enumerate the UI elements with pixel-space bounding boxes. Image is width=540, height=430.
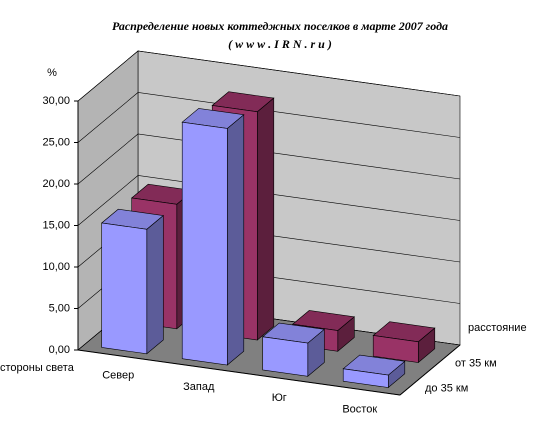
- x-axis-title: стороны света: [0, 362, 75, 374]
- bar: [342, 368, 389, 388]
- x-tick-label: Юг: [272, 392, 287, 404]
- bar-side: [256, 97, 275, 341]
- y-tick-label: 5,00: [49, 302, 70, 314]
- bar: [262, 336, 309, 377]
- x-tick-label: Запад: [183, 381, 215, 393]
- y-tick-label: 30,00: [42, 95, 70, 107]
- chart-title: Распределение новых коттеджных поселков …: [112, 19, 448, 33]
- y-axis-title: %: [47, 67, 57, 79]
- grid-line: [77, 133, 461, 185]
- depth-axis-title: расстояние: [468, 322, 527, 334]
- y-tick-label: 10,00: [42, 261, 70, 273]
- grid-line: [77, 92, 461, 143]
- depth-tick-label: от 35 км: [455, 357, 497, 369]
- bar: [181, 121, 228, 366]
- bar: [372, 335, 419, 363]
- x-tick-label: Север: [102, 370, 134, 382]
- grid-line: [77, 175, 461, 226]
- bar-side: [146, 214, 164, 355]
- y-tick-label: 0,00: [49, 344, 70, 356]
- x-axis: [77, 349, 401, 396]
- y-tick-label: 20,00: [42, 178, 70, 190]
- x-tick-label: Восток: [342, 403, 377, 415]
- depth-tick-label: до 35 км: [425, 382, 468, 394]
- bar-side: [226, 114, 245, 366]
- y-tick-label: 15,00: [42, 219, 70, 231]
- y-tick-label: 25,00: [42, 136, 70, 148]
- grid-line: [77, 50, 461, 102]
- depth-axis: [399, 344, 461, 396]
- chart-subtitle: ( w w w . I R N . r u ): [228, 37, 332, 51]
- bar: [101, 222, 148, 355]
